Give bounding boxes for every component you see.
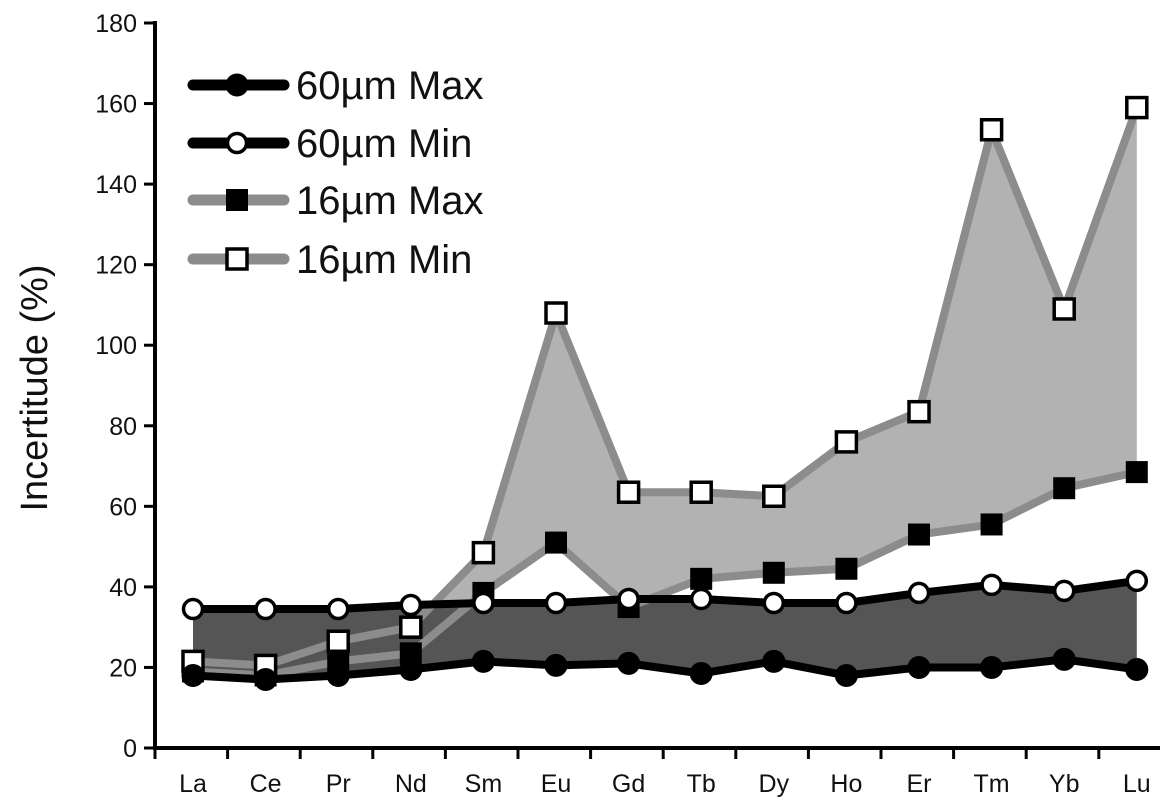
- y-tick-label: 40: [109, 574, 137, 602]
- point-0-1: [254, 668, 278, 692]
- point-0-3: [399, 657, 423, 681]
- x-tick-label: Er: [907, 770, 932, 798]
- point-3-3: [399, 615, 423, 639]
- point-1-4: [472, 591, 495, 615]
- point-2-7: [690, 567, 713, 590]
- point-0-0: [181, 664, 205, 687]
- point-1-11: [980, 573, 1003, 597]
- y-tick-label: 80: [109, 413, 137, 441]
- point-0-7: [689, 661, 713, 685]
- point-3-9: [834, 430, 859, 454]
- point-1-5: [544, 591, 568, 615]
- x-tick-label: Gd: [612, 770, 645, 798]
- point-0-11: [980, 655, 1004, 679]
- x-tick-label: La: [179, 770, 207, 798]
- point-1-12: [1052, 579, 1076, 603]
- x-tick-label: Eu: [541, 770, 572, 798]
- series-line-2: [189, 468, 1141, 680]
- x-tick-label: Dy: [759, 770, 790, 798]
- point-0-8: [762, 649, 786, 673]
- point-1-7: [689, 587, 713, 611]
- point-1-13: [1125, 569, 1149, 593]
- y-tick-label: 180: [95, 10, 137, 38]
- legend-label-2: 16µm Max: [296, 179, 484, 223]
- y-tick-label: 60: [109, 493, 137, 521]
- series-line-1: [189, 576, 1141, 614]
- x-tick-label: Ho: [830, 770, 862, 798]
- x-tick-label: Lu: [1123, 770, 1151, 798]
- point-2-5: [545, 531, 567, 554]
- point-2-13: [1125, 461, 1148, 484]
- x-tick-label: Nd: [395, 770, 427, 798]
- band-16um: [193, 107, 1137, 676]
- y-tick-label: 120: [95, 252, 137, 280]
- point-3-4: [471, 540, 496, 565]
- point-0-10: [907, 655, 931, 679]
- x-tick-label: Tb: [687, 770, 716, 798]
- point-0-2: [326, 664, 350, 687]
- legend-label-3: 16µm Min: [296, 238, 472, 282]
- legend-marker-2: [226, 189, 248, 211]
- point-3-6: [616, 480, 641, 504]
- point-3-8: [762, 484, 786, 509]
- series-markers: [181, 95, 1149, 692]
- point-1-3: [399, 593, 423, 617]
- legend-label-0: 60µm Max: [296, 64, 484, 108]
- y-tick-label: 160: [95, 91, 137, 119]
- legend: 60µm Max 60µm Min 16µm Max 16µm Min: [187, 64, 484, 282]
- point-1-6: [617, 587, 640, 611]
- point-2-10: [908, 523, 930, 546]
- y-tick-label: 20: [109, 654, 137, 682]
- point-3-2: [326, 629, 350, 654]
- point-0-5: [544, 653, 568, 677]
- x-tick-label: Sm: [465, 770, 503, 798]
- legend-marker-3: [225, 247, 249, 271]
- point-3-12: [1052, 297, 1076, 321]
- y-tick-label: 100: [95, 332, 137, 360]
- y-tick-label: 140: [95, 171, 137, 199]
- point-2-12: [1053, 477, 1076, 500]
- axes: 0 20 40 60 80 100 120 140 160 180 La Ce Pr Nd Sm Eu Gd Tb…: [95, 10, 1160, 798]
- point-3-10: [907, 399, 931, 424]
- x-tick-label: Tm: [974, 770, 1010, 798]
- point-2-8: [762, 561, 785, 584]
- point-3-5: [544, 301, 568, 325]
- y-tick-label: 0: [123, 735, 137, 763]
- point-1-1: [254, 597, 277, 621]
- point-0-12: [1052, 647, 1076, 671]
- point-1-8: [762, 591, 786, 615]
- series-line-0: [189, 655, 1141, 684]
- legend-marker-0: [225, 73, 249, 97]
- x-tick-label: Ce: [250, 770, 282, 798]
- point-3-7: [689, 480, 713, 504]
- point-0-13: [1125, 657, 1149, 681]
- point-2-11: [980, 513, 1003, 536]
- x-tick-label: Pr: [326, 770, 351, 798]
- point-0-9: [834, 664, 858, 687]
- point-3-13: [1125, 95, 1149, 120]
- y-axis-title: Incertitude (%): [14, 264, 56, 511]
- point-2-9: [835, 557, 858, 580]
- point-0-6: [617, 651, 641, 675]
- series-line-3: [189, 103, 1141, 670]
- x-tick-label: Yb: [1049, 770, 1080, 798]
- point-1-0: [181, 597, 205, 621]
- point-0-4: [471, 649, 495, 673]
- point-1-9: [835, 591, 858, 615]
- legend-marker-1: [225, 131, 249, 155]
- series-lines: [189, 103, 1141, 684]
- legend-label-1: 60µm Min: [296, 122, 472, 166]
- point-1-2: [326, 597, 350, 621]
- point-3-11: [979, 117, 1004, 142]
- point-1-10: [907, 581, 931, 605]
